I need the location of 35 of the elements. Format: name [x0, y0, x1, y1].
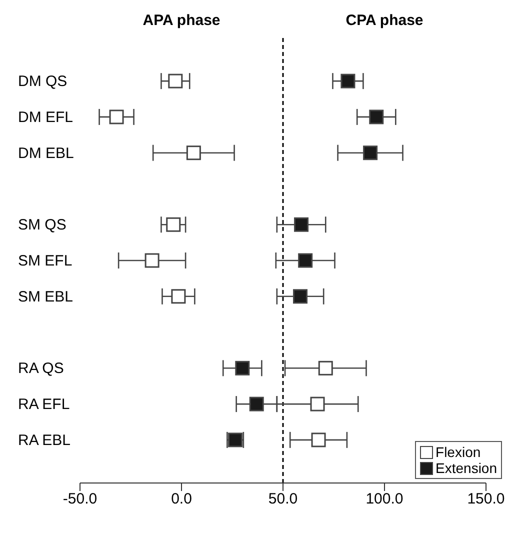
y-tick-label: SM EBL: [18, 288, 74, 306]
y-tick-label: DM EFL: [18, 108, 74, 126]
point: [363, 146, 378, 160]
point: [293, 289, 308, 304]
point: [235, 360, 250, 376]
point: [340, 74, 356, 88]
y-tick-label: RA QS: [18, 360, 64, 378]
point: [369, 110, 384, 124]
x-tick-label: 150.0: [467, 490, 505, 508]
y-tick-label: SM EFL: [18, 252, 72, 270]
point: [318, 360, 333, 376]
point: [166, 217, 181, 232]
text: CPA phase: [344, 12, 424, 29]
point: [249, 396, 264, 412]
x-tick-label: -50.0: [62, 490, 98, 508]
y-tick-label: SM QS: [18, 216, 66, 234]
point: [294, 217, 309, 232]
legend-label: Extension: [436, 460, 497, 476]
x-tick-label: 100.0: [366, 490, 404, 508]
point: [310, 396, 325, 412]
y-tick-label: DM QS: [18, 73, 68, 90]
point: [171, 289, 186, 304]
point: [109, 110, 124, 124]
point: [311, 432, 326, 448]
legend-label: Flexion: [436, 444, 481, 460]
x-tick-label: 50.0: [268, 490, 298, 508]
point: [144, 253, 160, 268]
x-tick-label: 0.0: [171, 490, 192, 508]
y-tick-label: RA EFL: [18, 396, 70, 414]
y-tick-label: DM EBL: [18, 144, 74, 162]
point: [186, 146, 201, 160]
point: [298, 253, 313, 268]
point: [168, 74, 183, 88]
y-tick-label: RA EBL: [18, 432, 71, 449]
text: APA phase: [142, 12, 222, 29]
